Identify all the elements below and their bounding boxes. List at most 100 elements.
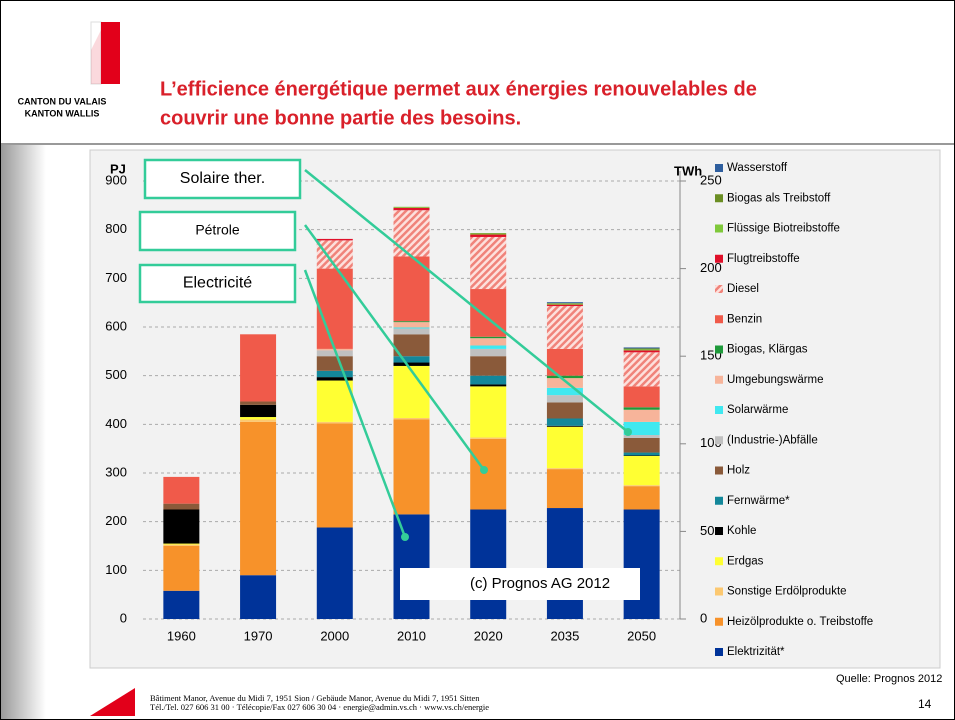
- bar-segment: [240, 417, 277, 420]
- legend-swatch: [715, 557, 723, 566]
- bar-segment: [470, 375, 507, 385]
- bar-segment: [546, 304, 583, 307]
- legend-swatch: [715, 254, 723, 263]
- bar-segment: [316, 350, 353, 357]
- title: L’efficience énergétique permet aux éner…: [160, 78, 757, 100]
- legend-label: (Industrie-)Abfälle: [727, 434, 818, 446]
- bar-segment: [623, 407, 660, 410]
- bar-segment: [163, 503, 200, 510]
- bar-segment: [470, 437, 507, 439]
- legend-swatch: [715, 164, 723, 172]
- bar-segment: [623, 386, 660, 408]
- bar-segment: [470, 348, 507, 357]
- bar-segment: [316, 421, 353, 424]
- bar-segment: [163, 476, 200, 504]
- legend-swatch: [715, 406, 723, 414]
- bar-segment: [240, 421, 277, 576]
- legend-label: Biogas als Treibstoff: [727, 192, 831, 204]
- bar-segment: [623, 452, 660, 456]
- bar-segment: [316, 370, 353, 378]
- bar-segment: [393, 514, 430, 619]
- bar-segment: [163, 544, 200, 546]
- footer-text: Tél./Tel. 027 606 31 00 · Télécopie/Fax …: [150, 702, 489, 712]
- bar-segment: [470, 233, 507, 235]
- bar-segment: [546, 468, 583, 470]
- bar-segment: [546, 303, 583, 305]
- legend-swatch: [715, 466, 723, 475]
- bar-segment: [546, 395, 583, 403]
- bar-segment: [623, 435, 660, 438]
- annotation-box: [143, 158, 302, 200]
- annotation-label: Solaire ther.: [180, 170, 265, 187]
- legend-swatch: [715, 587, 723, 596]
- bar-segment: [163, 546, 200, 591]
- legend-label: Fernwärme*: [727, 495, 790, 507]
- bar-segment: [316, 527, 353, 619]
- annotation-point: [624, 428, 632, 436]
- annotation-point: [401, 533, 409, 541]
- legend-swatch: [715, 527, 723, 535]
- bar-segment: [393, 321, 430, 323]
- bar-segment: [546, 375, 583, 379]
- title: couvrir une bonne partie des besoins.: [160, 107, 521, 129]
- annotation-line: [303, 224, 486, 471]
- bar-segment: [240, 401, 277, 405]
- logo-text: KANTON WALLIS: [25, 108, 100, 118]
- y-tick-label: 100: [105, 562, 127, 577]
- bar-segment: [623, 348, 660, 350]
- bar-segment: [623, 509, 660, 619]
- x-tick-label: 2050: [627, 628, 656, 643]
- legend-swatch: [715, 496, 723, 505]
- bar-segment: [623, 347, 660, 349]
- legend-label: Biogas, Klärgas: [727, 344, 808, 356]
- watermark: (c) Prognos AG 2012: [470, 575, 610, 592]
- y2-axis-label: TWh: [674, 163, 702, 178]
- y-tick-label: 400: [105, 416, 127, 431]
- bar-segment: [470, 438, 507, 510]
- legend-swatch: [715, 345, 723, 354]
- annotation-box: [138, 263, 297, 304]
- bar-segment: [316, 423, 353, 528]
- bar-segment: [623, 486, 660, 510]
- bar-segment: [393, 327, 430, 329]
- bar-segment: [623, 349, 660, 351]
- bar-segment: [316, 380, 353, 422]
- logo-flag: [90, 21, 120, 85]
- legend-label: Kohle: [727, 525, 756, 537]
- legend-swatch: [715, 194, 723, 203]
- bar-segment: [546, 426, 583, 469]
- bar-segment: [470, 236, 507, 290]
- bar-segment: [623, 485, 660, 487]
- bar-segment: [623, 421, 660, 436]
- bar-segment: [470, 509, 507, 619]
- y2-tick-label: 50: [700, 523, 714, 538]
- bar-segment: [470, 338, 507, 346]
- bar-segment: [393, 419, 430, 515]
- legend-label: Benzin: [727, 313, 762, 325]
- legend-label: Umgebungswärme: [727, 374, 824, 386]
- y-axis-label: PJ: [110, 161, 126, 176]
- y-tick-label: 0: [120, 610, 127, 625]
- bar-segment: [546, 378, 583, 388]
- bar-segment: [163, 590, 200, 619]
- legend-label: Erdgas: [727, 555, 764, 567]
- sidebar: [1, 145, 46, 719]
- bar-segment: [393, 362, 430, 366]
- bar-segment: [546, 425, 583, 427]
- watermark-box: [400, 568, 640, 600]
- bar-segment: [546, 508, 583, 619]
- page-number: 14: [918, 697, 932, 711]
- bar-segment: [240, 334, 277, 402]
- legend-swatch: [715, 617, 723, 626]
- bar-segment: [393, 210, 430, 257]
- bar-segment: [316, 238, 353, 241]
- bar-segment: [470, 234, 507, 237]
- y2-tick-label: 250: [700, 172, 722, 187]
- bar-segment: [393, 207, 430, 211]
- footer-text: Bâtiment Manor, Avenue du Midi 7, 1951 S…: [150, 693, 480, 703]
- bar-segment: [316, 377, 353, 381]
- bar-segment: [470, 356, 507, 376]
- bar-segment: [623, 455, 660, 486]
- bar-segment: [393, 322, 430, 328]
